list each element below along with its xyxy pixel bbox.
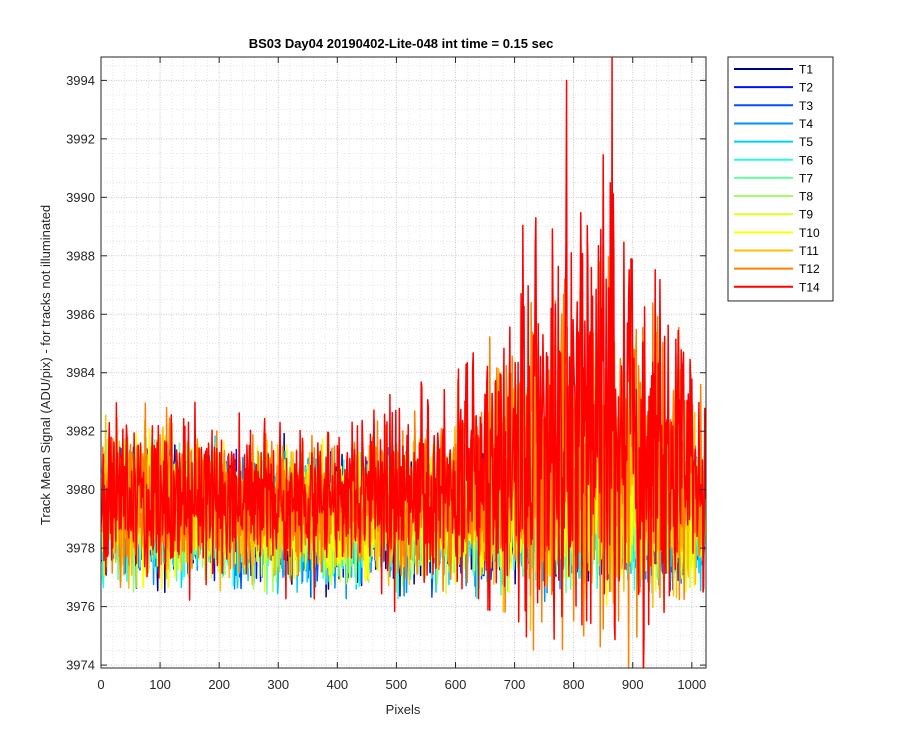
legend-label-t5: T5 [799,135,813,149]
x-axis-label: Pixels [386,702,421,717]
chart-title: BS03 Day04 20190402-Lite-048 int time = … [249,36,554,51]
legend-label-t3: T3 [799,99,813,113]
legend-label-t1: T1 [799,63,813,77]
axis-ticks: 0 100 200 300 400 500 600 700 800 900 1000 3974 3976… [66,57,706,692]
legend: T1 T2 T3 T4 T5 T6 T7 T8 T9 T10 T11 T12 T14 [727,56,834,302]
x-tick-label: 1000 [677,677,706,692]
series-lines [101,57,706,668]
legend-label-t8: T8 [799,190,813,204]
y-tick-label: 3988 [66,248,95,263]
legend-label-t9: T9 [799,208,813,222]
legend-label-t7: T7 [799,171,813,185]
y-tick-label: 3980 [66,482,95,497]
series-line-t14 [101,57,706,668]
x-tick-label: 500 [386,677,408,692]
y-axis-label: Track Mean Signal (ADU/pix) - for tracks… [38,205,53,525]
y-tick-label: 3990 [66,190,95,205]
x-tick-label: 300 [267,677,289,692]
legend-label-t2: T2 [799,81,813,95]
series-group [101,57,706,668]
legend-label-t10: T10 [799,226,820,240]
x-tick-label: 200 [208,677,230,692]
x-tick-label: 700 [504,677,526,692]
y-tick-label: 3976 [66,599,95,614]
y-tick-label: 3982 [66,424,95,439]
y-tick-label: 3992 [66,131,95,146]
x-tick-label: 100 [149,677,171,692]
y-tick-label: 3978 [66,541,95,556]
legend-label-t11: T11 [799,244,819,258]
y-tick-label: 3984 [66,365,95,380]
y-tick-label: 3994 [66,73,95,88]
x-tick-label: 800 [563,677,585,692]
legend-label-t4: T4 [799,117,813,131]
legend-label-t14: T14 [799,280,820,294]
y-tick-label: 3986 [66,307,95,322]
y-tick-label: 3974 [66,658,95,673]
legend-label-t12: T12 [799,262,820,276]
x-tick-label: 900 [622,677,644,692]
plot-area-frame [100,56,707,669]
legend-label-t6: T6 [799,153,813,167]
x-tick-label: 600 [445,677,467,692]
legend-box [727,56,834,302]
x-tick-label: 400 [326,677,348,692]
x-tick-label: 0 [97,677,104,692]
